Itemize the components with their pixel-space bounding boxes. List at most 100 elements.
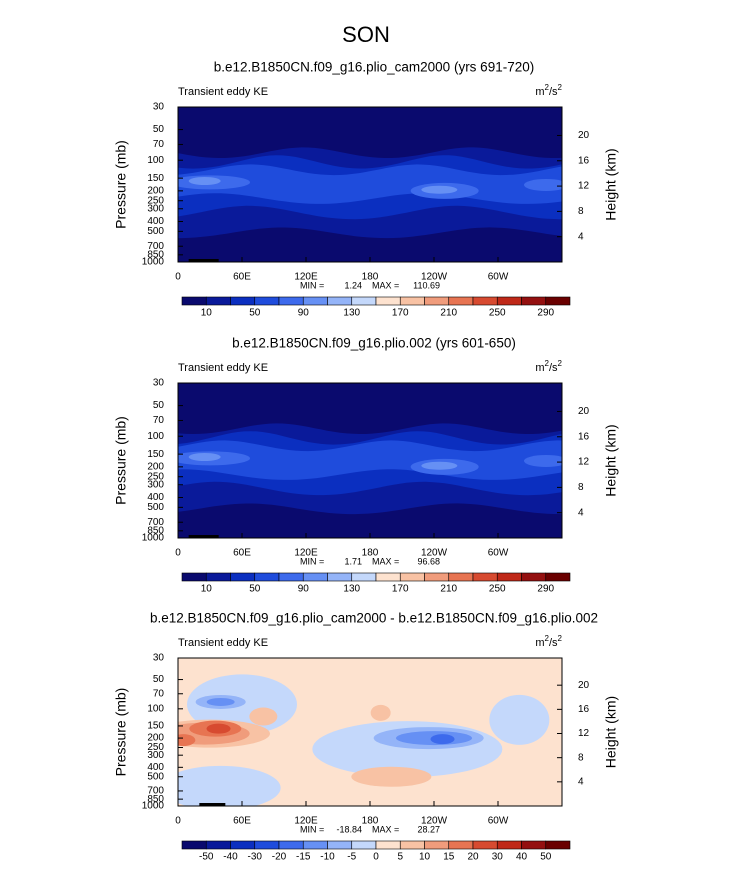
colorbar-label: -20: [272, 852, 287, 863]
colorbar-label: 20: [467, 852, 479, 863]
y-tick-label: 30: [153, 378, 165, 389]
min-value: -18.84: [336, 824, 362, 834]
colorbar-box: [181, 572, 207, 582]
field: [178, 107, 562, 262]
y2-axis-label: Height (km): [603, 696, 619, 768]
contour-blob: [370, 704, 391, 721]
colorbar-box: [448, 296, 474, 306]
colorbar-box: [521, 840, 547, 850]
contour-blob: [188, 176, 221, 185]
units-part: 2: [558, 83, 563, 92]
contour-blob: [206, 697, 235, 706]
colorbar-label: 130: [343, 308, 360, 319]
colorbar-box: [375, 840, 401, 850]
y-tick-label: 500: [147, 771, 164, 782]
colorbar-label: 170: [392, 308, 409, 319]
x-tick-label: 180: [362, 548, 379, 559]
y-tick-label: 50: [153, 400, 165, 411]
colorbar-box: [278, 840, 304, 850]
x-tick-label: 60E: [233, 548, 251, 559]
colorbar-label: -5: [347, 852, 356, 863]
colorbar-label: 170: [392, 584, 409, 595]
colorbar-box: [327, 840, 353, 850]
units-part: 2: [558, 634, 563, 643]
y2-tick-label: 4: [578, 231, 584, 242]
colorbar-label: 210: [440, 584, 457, 595]
y2-tick-label: 12: [578, 457, 590, 468]
y-tick-label: 850: [147, 249, 164, 260]
y-tick-label: 300: [147, 750, 164, 761]
contour-blob: [421, 461, 458, 470]
x-tick-label: 180: [362, 816, 379, 827]
colorbar-box: [496, 296, 522, 306]
colorbar-box: [302, 572, 328, 582]
colorbar-box: [205, 840, 231, 850]
contour-blob: [421, 185, 458, 194]
colorbar-label: 50: [249, 584, 261, 595]
units-part: 2: [545, 634, 550, 643]
contour-blob: [178, 734, 196, 747]
y-tick-label: 1000: [142, 257, 165, 268]
max-value: 96.68: [417, 556, 440, 566]
contour-blob: [178, 765, 281, 806]
surface: [188, 535, 219, 538]
colorbar-box: [448, 840, 474, 850]
y2-tick-label: 20: [578, 680, 590, 691]
min-label: MIN =: [300, 824, 324, 834]
colorbar-box: [230, 296, 256, 306]
colorbar-box: [375, 296, 401, 306]
y-tick-label: 50: [153, 674, 165, 685]
units-part: 2: [558, 359, 563, 368]
y2-axis-label: Height (km): [603, 148, 619, 220]
colorbar-box: [399, 296, 425, 306]
contour-blob: [351, 766, 432, 787]
y2-tick-label: 20: [578, 130, 590, 141]
x-tick-label: 180: [362, 272, 379, 283]
colorbar-box: [254, 572, 280, 582]
colorbar-label: 30: [492, 852, 504, 863]
colorbar-label: 50: [540, 852, 552, 863]
colorbar-box: [399, 840, 425, 850]
max-value: 110.69: [413, 280, 440, 290]
colorbar-label: 130: [343, 584, 360, 595]
min-label: MIN =: [300, 280, 324, 290]
colorbar-label: 15: [443, 852, 455, 863]
units-part: /s: [549, 637, 558, 649]
y2-tick-label: 4: [578, 776, 584, 787]
colorbar-box: [424, 840, 450, 850]
colorbar-label: 90: [298, 584, 310, 595]
units: m2/s2: [535, 83, 562, 98]
colorbar-box: [448, 572, 474, 582]
panel: b.e12.B1850CN.f09_g16.plio_cam2000 (yrs …: [113, 60, 619, 319]
contour-blob: [489, 694, 550, 745]
colorbar-label: 10: [201, 308, 213, 319]
y-tick-label: 70: [153, 688, 165, 699]
y2-tick-label: 8: [578, 482, 584, 493]
min-value: 1.71: [344, 556, 362, 566]
y-tick-label: 700: [147, 241, 164, 252]
units-part: 2: [545, 83, 550, 92]
units-part: m: [535, 637, 544, 649]
colorbar-box: [302, 296, 328, 306]
panel: b.e12.B1850CN.f09_g16.plio.002 (yrs 601-…: [113, 336, 619, 595]
min-value: 1.24: [344, 280, 362, 290]
y-tick-label: 1000: [142, 801, 165, 812]
units-part: /s: [549, 362, 558, 374]
y2-tick-label: 16: [578, 704, 590, 715]
left-label: Transient eddy KE: [178, 86, 268, 98]
colorbar-label: -50: [199, 852, 214, 863]
max-value: 28.27: [417, 824, 440, 834]
y-tick-label: 700: [147, 786, 164, 797]
contour-blob: [430, 734, 455, 745]
colorbar-box: [351, 296, 377, 306]
min-label: MIN =: [300, 556, 324, 566]
panel-title: b.e12.B1850CN.f09_g16.plio_cam2000 - b.e…: [150, 611, 598, 626]
colorbar-label: 50: [249, 308, 261, 319]
y-tick-label: 400: [147, 216, 164, 227]
colorbar-box: [351, 840, 377, 850]
colorbar-box: [521, 572, 547, 582]
units-part: m: [535, 86, 544, 98]
y-axis-label: Pressure (mb): [113, 140, 129, 229]
field: [178, 658, 562, 806]
colorbar-label: 90: [298, 308, 310, 319]
